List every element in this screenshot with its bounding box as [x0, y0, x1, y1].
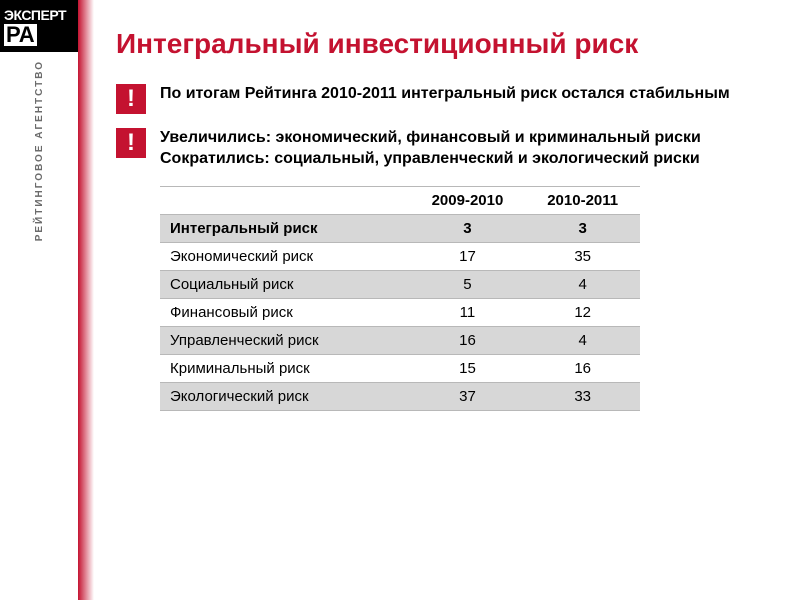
exclamation-icon: !: [116, 84, 146, 114]
table-header: 2010-2011: [525, 186, 640, 214]
table-row: Криминальный риск 15 16: [160, 354, 640, 382]
table-row: Интегральный риск 3 3: [160, 214, 640, 242]
table-cell: 5: [410, 270, 526, 298]
table-cell: 15: [410, 354, 526, 382]
table-row: Социальный риск 5 4: [160, 270, 640, 298]
main-content: Интегральный инвестиционный риск ! По ит…: [94, 0, 800, 600]
exclamation-icon: !: [116, 128, 146, 158]
table-cell: 3: [525, 214, 640, 242]
table-cell: 16: [410, 326, 526, 354]
table-header: [160, 186, 410, 214]
callout-text: По итогам Рейтинга 2010-2011 интегральны…: [160, 84, 730, 105]
gradient-bar: [78, 0, 94, 600]
table-cell: 35: [525, 242, 640, 270]
table-cell: Экологический риск: [160, 382, 410, 410]
table-cell: Социальный риск: [160, 270, 410, 298]
table-cell: Интегральный риск: [160, 214, 410, 242]
risk-table-wrap: 2009-2010 2010-2011 Интегральный риск 3 …: [160, 186, 770, 411]
table-row: Финансовый риск 11 12: [160, 298, 640, 326]
table-cell: 33: [525, 382, 640, 410]
logo-ra-text: РА: [4, 24, 37, 46]
risk-table: 2009-2010 2010-2011 Интегральный риск 3 …: [160, 186, 640, 411]
callout: ! По итогам Рейтинга 2010-2011 интеграль…: [116, 84, 770, 114]
table-row: Экологический риск 37 33: [160, 382, 640, 410]
table-row: Управленческий риск 16 4: [160, 326, 640, 354]
table-cell: 4: [525, 326, 640, 354]
table-cell: 37: [410, 382, 526, 410]
table-cell: Криминальный риск: [160, 354, 410, 382]
table-cell: Экономический риск: [160, 242, 410, 270]
sidebar: ЭКСПЕРТ РА РЕЙТИНГОВОЕ АГЕНТСТВО: [0, 0, 78, 600]
table-header: 2009-2010: [410, 186, 526, 214]
table-cell: Финансовый риск: [160, 298, 410, 326]
table-cell: 16: [525, 354, 640, 382]
page-title: Интегральный инвестиционный риск: [116, 28, 770, 60]
table-cell: 3: [410, 214, 526, 242]
logo-agency-text: РЕЙТИНГОВОЕ АГЕНТСТВО: [34, 52, 45, 249]
logo-block: ЭКСПЕРТ РА: [0, 0, 78, 52]
table-cell: 17: [410, 242, 526, 270]
callout: ! Увеличились: экономический, финансовый…: [116, 128, 770, 170]
callout-text: Увеличились: экономический, финансовый и…: [160, 128, 701, 170]
table-row: Экономический риск 17 35: [160, 242, 640, 270]
table-cell: Управленческий риск: [160, 326, 410, 354]
table-cell: 11: [410, 298, 526, 326]
table-cell: 12: [525, 298, 640, 326]
table-header-row: 2009-2010 2010-2011: [160, 186, 640, 214]
table-cell: 4: [525, 270, 640, 298]
logo-expert-text: ЭКСПЕРТ: [4, 8, 74, 22]
